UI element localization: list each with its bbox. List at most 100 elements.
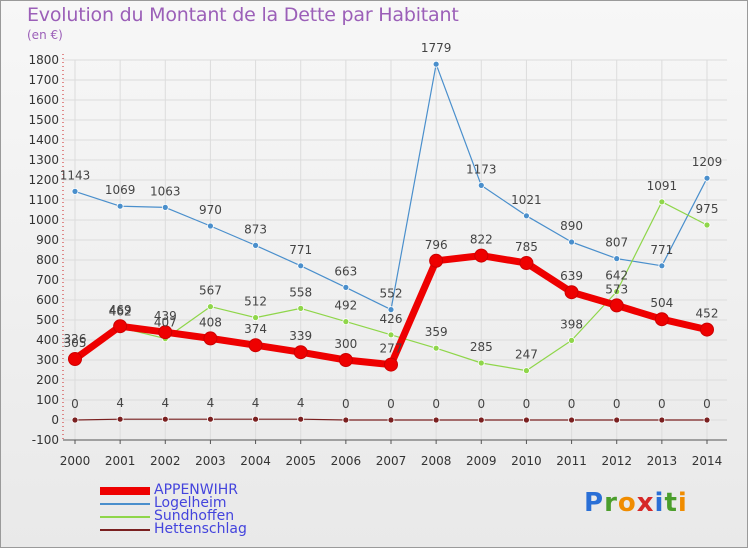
y-tick-label: 400 <box>36 333 59 347</box>
y-tick-label: 1300 <box>28 153 59 167</box>
data-point <box>564 285 579 300</box>
chart-title: Evolution du Montant de la Dette par Hab… <box>27 4 459 26</box>
data-point <box>161 415 169 423</box>
data-label: 1143 <box>60 168 91 182</box>
y-tick-label: 800 <box>36 253 59 267</box>
data-label: 4 <box>252 396 260 410</box>
data-label: 512 <box>244 295 267 309</box>
data-label: 439 <box>154 309 177 323</box>
data-label: 247 <box>515 348 538 362</box>
data-label: 408 <box>199 315 222 329</box>
data-point <box>477 181 485 189</box>
legend-swatch <box>100 487 150 495</box>
data-label: 4 <box>207 396 215 410</box>
data-label: 822 <box>470 233 493 247</box>
y-tick-label: 700 <box>36 273 59 287</box>
data-label: 0 <box>703 397 711 411</box>
data-point <box>474 248 489 263</box>
x-tick-label: 2001 <box>105 454 136 468</box>
data-label: 277 <box>380 342 403 356</box>
x-tick-label: 2011 <box>556 454 587 468</box>
data-point <box>477 359 485 367</box>
data-point <box>568 416 575 424</box>
y-tick-label: 1400 <box>28 133 59 147</box>
data-point <box>703 416 711 424</box>
y-tick-label: 600 <box>36 293 59 307</box>
data-label: 0 <box>432 397 440 411</box>
data-label: 970 <box>199 203 222 217</box>
data-point <box>384 357 398 372</box>
data-label: 639 <box>560 269 583 283</box>
data-label: 771 <box>650 243 673 257</box>
data-point <box>613 288 621 296</box>
x-tick-label: 2009 <box>466 454 497 468</box>
data-point <box>432 416 440 424</box>
x-tick-label: 2005 <box>285 454 316 468</box>
data-point <box>342 318 350 326</box>
data-label: 975 <box>696 202 719 216</box>
data-point <box>252 241 259 249</box>
y-tick-label: 1800 <box>28 53 59 67</box>
legend-swatch <box>100 516 150 518</box>
legend-label: Hettenschlag <box>154 521 247 537</box>
data-label: 663 <box>334 264 357 278</box>
legend-swatch <box>100 529 150 531</box>
x-tick-label: 2010 <box>511 454 542 468</box>
data-point <box>519 256 534 270</box>
data-point <box>477 416 485 424</box>
data-point <box>297 262 305 270</box>
data-point <box>71 416 79 424</box>
data-point <box>68 352 82 366</box>
logo-letter: i <box>677 488 688 518</box>
data-label: 567 <box>199 284 222 298</box>
data-label: 4 <box>161 396 169 410</box>
data-point <box>568 336 575 344</box>
data-point <box>387 416 395 424</box>
y-tick-label: 1700 <box>28 73 59 87</box>
data-label: 0 <box>568 397 576 411</box>
data-point <box>293 345 308 360</box>
data-label: 285 <box>470 340 493 354</box>
data-point <box>71 187 79 195</box>
data-point <box>613 255 621 263</box>
data-label: 785 <box>515 240 538 254</box>
data-label: 1063 <box>150 184 181 198</box>
data-point <box>429 253 444 268</box>
data-point <box>523 212 530 220</box>
data-labels: 1143 1069 1063 970 873 771 663 552 1779 1173 1021 8… <box>60 41 723 411</box>
series-logelheim <box>71 60 711 314</box>
legend-label: Logelheim <box>154 495 227 511</box>
y-tick-label: 1500 <box>28 113 59 127</box>
data-label: 492 <box>334 299 357 313</box>
data-point <box>116 202 124 210</box>
x-tick-label: 2000 <box>60 454 91 468</box>
data-point <box>207 303 214 311</box>
data-point <box>658 262 666 270</box>
data-point <box>432 60 440 68</box>
data-point <box>297 304 305 312</box>
data-point <box>203 331 218 346</box>
logo-letter: o <box>617 488 637 518</box>
data-label: 504 <box>650 296 673 310</box>
data-point <box>700 322 714 337</box>
legend-label: APPENWIHR <box>154 482 239 498</box>
data-label: 426 <box>380 312 403 326</box>
data-point <box>252 314 259 322</box>
y-tick-label: 900 <box>36 233 59 247</box>
y-tick-label: 300 <box>36 353 59 367</box>
data-label: 1069 <box>105 183 136 197</box>
data-point <box>654 312 669 327</box>
data-point <box>568 238 575 246</box>
legend-label: Sundhoffen <box>154 508 235 524</box>
data-label: 873 <box>244 222 267 236</box>
x-tick-label: 2003 <box>195 454 226 468</box>
data-label: 407 <box>154 316 177 330</box>
data-label: 558 <box>289 285 312 299</box>
x-tick-label: 2008 <box>421 454 452 468</box>
data-label: 462 <box>109 305 132 319</box>
x-tick-label: 2012 <box>601 454 632 468</box>
logo-letter: i <box>654 488 665 518</box>
data-label: 0 <box>477 397 485 411</box>
